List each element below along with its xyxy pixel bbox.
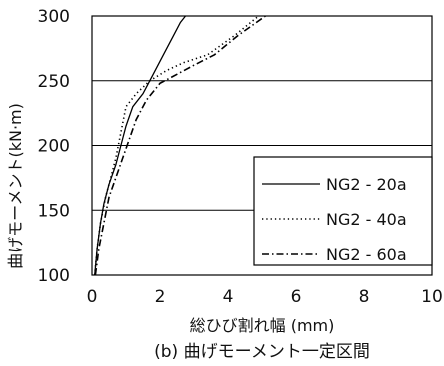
y-tick-label: 150: [38, 201, 70, 221]
y-tick-label: 250: [38, 72, 70, 92]
legend: NG2 - 20a NG2 - 40a NG2 - 60a: [253, 156, 433, 266]
x-tick-label: 0: [87, 287, 98, 307]
series-layer: [93, 15, 266, 276]
legend-box: [253, 156, 433, 266]
legend-label: NG2 - 60a: [326, 245, 407, 264]
series-line-3: [94, 15, 266, 276]
x-tick-label: 2: [155, 287, 166, 307]
x-axis-label: 総ひび割れ幅 (mm): [190, 316, 335, 335]
legend-label: NG2 - 40a: [326, 210, 407, 229]
x-tick-label: 8: [359, 287, 370, 307]
y-axis-label: 曲げモーメント(kN·m): [6, 103, 25, 269]
y-tick-label: 200: [38, 137, 70, 157]
x-tick-label: 6: [291, 287, 302, 307]
y-tick-labels: 100 150 200 250 300: [38, 7, 70, 286]
figure-caption: (b) 曲げモーメント一定区間: [154, 342, 370, 362]
y-tick-label: 300: [38, 7, 70, 27]
series-line-2: [93, 15, 260, 276]
legend-label: NG2 - 20a: [326, 175, 407, 194]
y-tick-label: 100: [38, 266, 70, 286]
plot-frame: [91, 15, 433, 276]
x-tick-labels: 0 2 4 6 8 10: [87, 287, 443, 307]
x-tick-label: 10: [421, 287, 443, 307]
series-line-1: [94, 15, 187, 276]
x-tick-label: 4: [223, 287, 234, 307]
